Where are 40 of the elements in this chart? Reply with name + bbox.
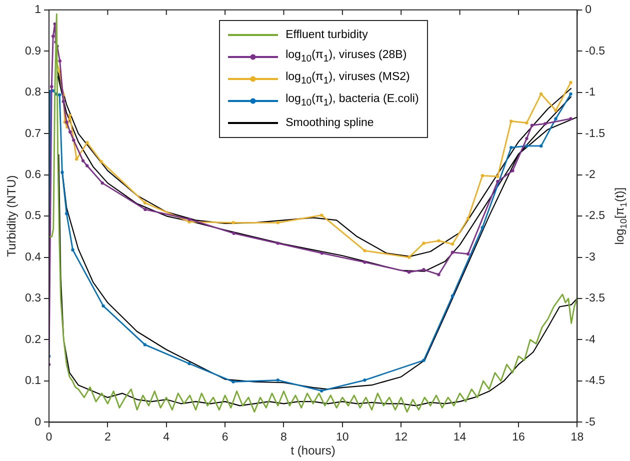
x-tick-label: 12 [394,431,408,444]
x-axis-title: t (hours) [290,443,336,458]
x-tick-label: 0 [46,431,52,444]
y2-tick-label: 0 [585,4,592,16]
legend-label: Smoothing spline [286,116,374,129]
y2-axis-title: log10[π1(t)] [612,187,628,245]
y-axis-title: Turbidity (NTU) [4,175,18,257]
y-tick-label: 0.4 [24,251,42,264]
y-tick-label: 0.7 [24,128,41,140]
y2-tick-label: -5 [585,416,596,428]
y-tick-label: 0.3 [24,292,41,305]
y-tick-label: 1 [34,4,41,16]
y2-tick-label: -3 [585,251,596,264]
y-tick-label: 0.1 [24,375,41,388]
y2-tick-label: -4.5 [585,375,606,388]
y2-tick-label: -4 [585,334,596,346]
x-tick-label: 16 [512,431,525,444]
y2-tick-label: -3.5 [585,292,606,305]
y-tick-label: 0.6 [24,168,41,181]
y-tick-label: 0.9 [24,45,41,58]
y2-tick-label: -0.5 [585,45,606,58]
y2-tick-label: -2.5 [585,210,606,222]
y-tick-label: 0.5 [24,210,41,222]
x-tick-label: 6 [222,431,228,444]
legend-label: Effluent turbidity [286,28,368,41]
x-tick-label: 2 [104,431,111,444]
x-tick-label: 18 [570,431,584,444]
legend-label: log$_{10}$(π$_{1}$), bacteria (E.coli) [286,93,419,109]
legend-label: log$_{10}$(π$_{1}$), viruses (28B) [286,49,407,65]
y2-tick-label: -2 [585,168,596,181]
x-tick-label: 8 [280,431,287,444]
x-tick-label: 4 [163,431,170,444]
legend-label: log$_{10}$(π$_{1}$), viruses (MS2) [286,71,410,87]
y2-tick-label: -1.5 [585,128,606,140]
y-tick-label: 0 [34,416,41,428]
y2-tick-label: -1 [585,86,596,99]
y-tick-label: 0.2 [24,334,41,346]
x-tick-label: 14 [453,431,467,444]
x-tick-label: 10 [336,431,349,444]
y-tick-label: 0.8 [24,86,41,99]
